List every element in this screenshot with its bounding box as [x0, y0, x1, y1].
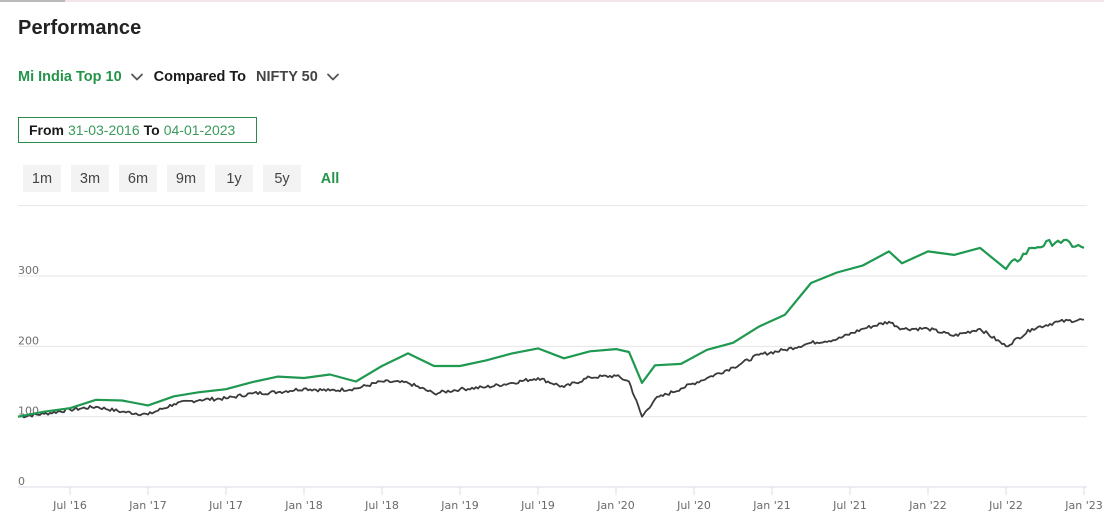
page-title: Performance — [18, 17, 142, 39]
index-dropdown[interactable]: NIFTY 50 — [256, 69, 340, 85]
fund-dropdown[interactable]: Mi India Top 10 — [18, 69, 144, 85]
compared-to-label: Compared To — [153, 69, 247, 85]
comparison-row: Mi India Top 10 Compared To NIFTY 50 — [18, 66, 340, 88]
from-date: 31-03-2016 — [68, 122, 140, 138]
performance-chart[interactable]: 0 100 200 300 Jul '16 Jan '17 Jul '17 Jan '18 J… — [0, 200, 1104, 523]
x-tick-label: Jan '19 — [440, 499, 478, 512]
chart-grid — [18, 205, 1087, 488]
range-button-9m[interactable]: 9m — [167, 165, 205, 192]
chart-series — [17, 238, 1085, 419]
x-tick-label: Jan '21 — [752, 499, 790, 512]
x-tick-label: Jul '20 — [676, 499, 711, 512]
y-tick-label: 0 — [18, 475, 25, 488]
x-axis: Jul '16 Jan '17 Jul '17 Jan '18 Jul '18 Jan '… — [52, 487, 1103, 512]
x-tick-label: Jan '22 — [908, 499, 946, 512]
x-tick-label: Jan '17 — [128, 499, 166, 512]
chevron-down-icon — [326, 70, 340, 84]
x-tick-label: Jul '16 — [52, 499, 87, 512]
range-button-all[interactable]: All — [320, 170, 340, 187]
top-border — [0, 0, 1104, 2]
fund-name: Mi India Top 10 — [18, 69, 122, 85]
from-label: From — [29, 122, 64, 138]
index-name: NIFTY 50 — [256, 69, 318, 85]
range-button-5y[interactable]: 5y — [263, 165, 301, 192]
range-selector: 1m 3m 6m 9m 1y 5y All — [23, 165, 359, 192]
to-label: To — [143, 122, 160, 138]
range-button-6m[interactable]: 6m — [119, 165, 157, 192]
fund-line — [17, 238, 1085, 418]
range-button-1y[interactable]: 1y — [215, 165, 253, 192]
range-button-1m[interactable]: 1m — [23, 165, 61, 192]
top-border-accent — [0, 0, 65, 2]
y-tick-label: 300 — [18, 264, 39, 277]
x-tick-label: Jul '21 — [832, 499, 867, 512]
x-tick-label: Jul '22 — [988, 499, 1023, 512]
nifty-50-line — [17, 318, 1085, 419]
x-tick-label: Jan '20 — [596, 499, 634, 512]
date-range-picker[interactable]: From 31-03-2016 To 04-01-2023 — [18, 117, 257, 143]
to-date: 04-01-2023 — [163, 122, 236, 138]
x-tick-label: Jul '19 — [520, 499, 555, 512]
x-tick-label: Jan '18 — [284, 499, 322, 512]
chevron-down-icon — [130, 70, 144, 84]
range-button-3m[interactable]: 3m — [71, 165, 109, 192]
x-tick-label: Jul '17 — [208, 499, 243, 512]
y-tick-label: 200 — [18, 334, 39, 347]
x-tick-label: Jul '18 — [364, 499, 399, 512]
x-tick-label: Jan '23 — [1064, 499, 1102, 512]
